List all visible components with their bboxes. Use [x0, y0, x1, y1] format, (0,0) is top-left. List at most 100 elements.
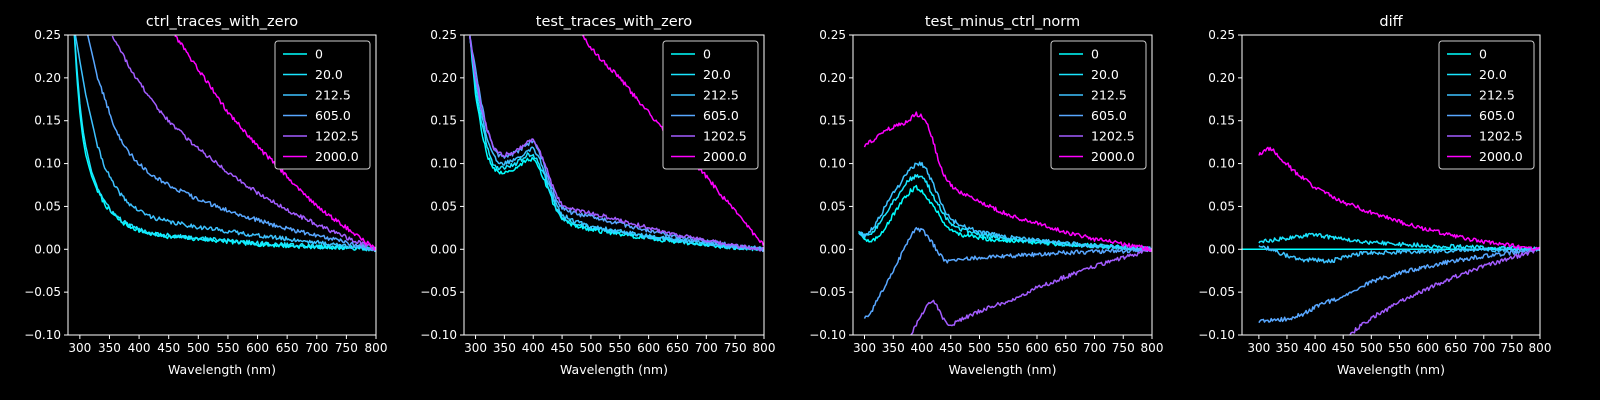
x-tick-label: 300 [464, 341, 487, 355]
y-tick-label: 0.00 [1208, 242, 1235, 256]
y-tick-label: −0.10 [420, 328, 457, 342]
y-tick-label: −0.05 [24, 285, 61, 299]
legend-label: 0 [315, 47, 323, 62]
chart-panel-1: ctrl_traces_with_zero −0.10 −0.05 0.00 0.05 0… [24, 14, 387, 377]
x-tick-label: 300 [68, 341, 91, 355]
series-line-20.0 [1258, 232, 1540, 252]
x-axis-label: Wavelength (nm) [949, 362, 1057, 377]
axes-frame [463, 34, 765, 336]
series-line-1202.5 [111, 35, 376, 251]
series-line-20.0 [858, 174, 1152, 252]
x-tick-label: 650 [1444, 341, 1467, 355]
y-tick-label: 0.05 [34, 199, 61, 213]
y-tick-label: 0.20 [1208, 71, 1235, 85]
y-tick-label: −0.05 [420, 285, 457, 299]
axes-frame [852, 34, 1153, 336]
x-tick-label: 650 [276, 341, 299, 355]
legend-label: 0 [1479, 47, 1487, 62]
y-tick-label: 0.15 [1208, 114, 1235, 128]
y-tick-label: −0.10 [1198, 328, 1235, 342]
legend-box [662, 40, 759, 170]
y-tick-label: −0.05 [809, 285, 846, 299]
x-tick-label: 800 [1529, 341, 1552, 355]
chart-panel-4: diff −0.10 −0.05 0.00 0.05 0.10 0.15 0.20 0.25 30… [1198, 14, 1551, 377]
series-line-212.5 [469, 35, 764, 252]
x-tick-label: 800 [1141, 341, 1164, 355]
y-tick-label: 0.25 [1208, 28, 1235, 42]
series-line-0 [858, 184, 1152, 252]
x-tick-label: 700 [1472, 341, 1495, 355]
legend-label: 2000.0 [703, 149, 747, 164]
x-tick-label: 500 [187, 341, 210, 355]
x-tick-label: 450 [551, 341, 574, 355]
y-tick-label: 0.05 [819, 199, 846, 213]
legend-label: 212.5 [1479, 88, 1515, 103]
y-tick-label: 0.20 [430, 71, 457, 85]
series-line-212.5 [858, 161, 1152, 252]
legend-label: 20.0 [315, 67, 343, 82]
y-tick-label: 0.10 [1208, 157, 1235, 171]
y-tick-label: 0.10 [34, 157, 61, 171]
x-tick-label: 450 [939, 341, 962, 355]
legend-label: 2000.0 [315, 149, 359, 164]
x-tick-label: 300 [853, 341, 876, 355]
series-line-605.0 [1258, 247, 1540, 324]
legend-label: 2000.0 [1091, 149, 1135, 164]
y-tick-label: 0.10 [430, 157, 457, 171]
x-tick-label: 750 [1112, 341, 1135, 355]
y-tick-label: 0.05 [1208, 199, 1235, 213]
x-tick-label: 550 [216, 341, 239, 355]
y-tick-label: 0.10 [819, 157, 846, 171]
legend-label: 1202.5 [315, 129, 359, 144]
x-tick-label: 700 [695, 341, 718, 355]
series-line-212.5 [1258, 245, 1540, 264]
y-tick-label: −0.05 [1198, 285, 1235, 299]
x-tick-label: 650 [666, 341, 689, 355]
series-line-1202.5 [469, 35, 764, 252]
y-tick-label: 0.20 [34, 71, 61, 85]
x-tick-label: 300 [1247, 341, 1270, 355]
y-tick-label: 0.15 [430, 114, 457, 128]
x-tick-label: 600 [637, 341, 660, 355]
y-tick-label: 0.25 [430, 28, 457, 42]
y-tick-label: −0.10 [24, 328, 61, 342]
x-tick-label: 550 [1388, 341, 1411, 355]
y-tick-label: 0.15 [819, 114, 846, 128]
legend-label: 212.5 [703, 88, 739, 103]
x-tick-label: 350 [882, 341, 905, 355]
legend-label: 0 [1091, 47, 1099, 62]
series-group [1242, 146, 1540, 335]
x-axis-label: Wavelength (nm) [560, 362, 668, 377]
axes-frame [67, 34, 377, 336]
series-group [858, 111, 1152, 335]
x-tick-label: 550 [608, 341, 631, 355]
x-tick-label: 600 [246, 341, 269, 355]
series-line-1202.5 [910, 247, 1152, 335]
legend-box [1438, 40, 1535, 170]
series-line-605.0 [469, 35, 764, 253]
series-line-1202.5 [1348, 247, 1540, 335]
legend-label: 1202.5 [1479, 129, 1523, 144]
x-tick-label: 400 [1304, 341, 1327, 355]
x-tick-label: 750 [1500, 341, 1523, 355]
x-tick-label: 550 [997, 341, 1020, 355]
legend-label: 1202.5 [1091, 129, 1135, 144]
chart-panel-3: test_minus_ctrl_norm −0.10 −0.05 0.00 0.05 0.… [809, 14, 1163, 377]
chart-title: ctrl_traces_with_zero [146, 14, 298, 30]
x-axis-label: Wavelength (nm) [1337, 362, 1445, 377]
x-tick-label: 400 [522, 341, 545, 355]
chart-title: test_minus_ctrl_norm [925, 14, 1080, 30]
x-tick-label: 750 [335, 341, 358, 355]
x-axis-label: Wavelength (nm) [168, 362, 276, 377]
legend-label: 605.0 [1091, 108, 1127, 123]
legend-label: 0 [703, 47, 711, 62]
x-tick-label: 500 [1360, 341, 1383, 355]
legend: 0 20.0 212.5 605.0 1202.5 2000.0 [1438, 40, 1535, 170]
legend-label: 605.0 [315, 108, 351, 123]
legend: 0 20.0 212.5 605.0 1202.5 2000.0 [1050, 40, 1147, 170]
x-tick-label: 600 [1416, 341, 1439, 355]
y-tick-label: 0.05 [430, 199, 457, 213]
x-tick-label: 700 [1083, 341, 1106, 355]
legend: 0 20.0 212.5 605.0 1202.5 2000.0 [662, 40, 759, 170]
